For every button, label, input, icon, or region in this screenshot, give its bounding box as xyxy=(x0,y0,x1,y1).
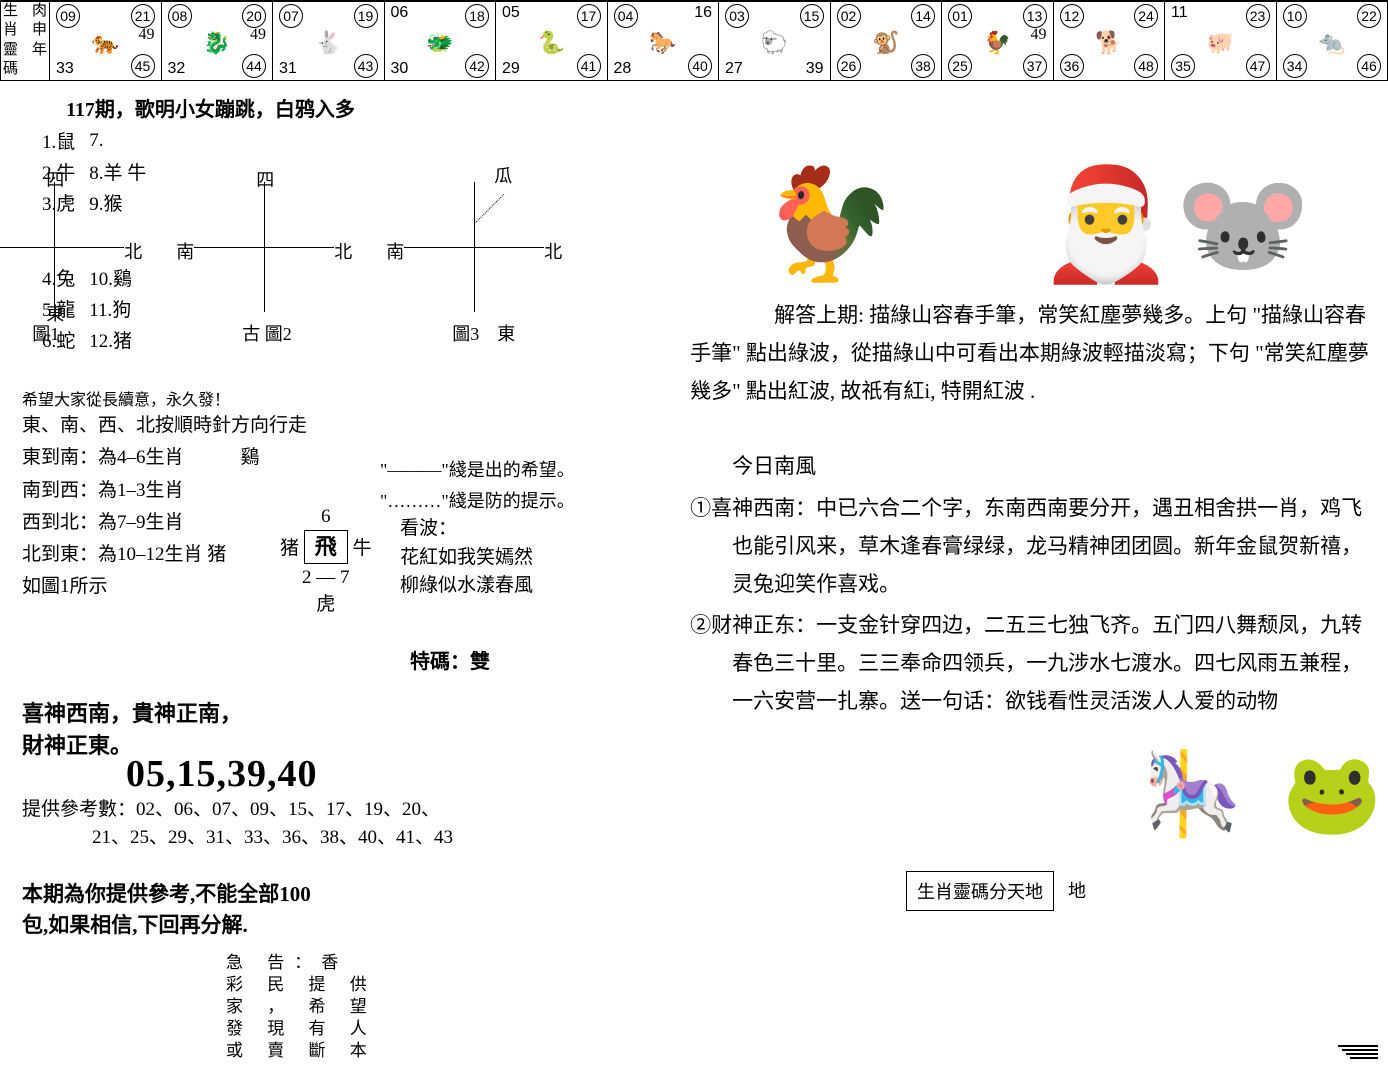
gods-directions: 喜神西南，貴神正南，財神正東。 xyxy=(22,696,678,760)
compass-2: 四 南 北 古 圖2 xyxy=(194,172,334,322)
today-item-1: ①喜神西南：中已六合二个字，东南西南要分开，遇丑相舍拱一肖，鸡飞也能引风来，草木… xyxy=(690,490,1382,603)
zodiac-card: 011349🐓2537 xyxy=(941,1,1054,81)
dragon-icon: 🐉 xyxy=(203,30,230,56)
featured-numbers: 05,15,39,40 xyxy=(126,752,678,796)
reference-numbers: 提供參考數：02、06、07、09、15、17、19、20、 21、25、29、… xyxy=(22,796,678,853)
right-column: 🐓 🎅🐭 解答上期: 描綠山容春手筆，常笑紅塵夢幾多。上句 "描綠山容春手筆" … xyxy=(684,85,1388,1066)
footer-box-label: 生肖靈碼分天地 xyxy=(906,871,1054,911)
horse-icon: 🐎 xyxy=(649,30,676,56)
horse-cartoon-icon: 🎠 xyxy=(1143,747,1243,841)
santa-mouse-illustration-icon: 🎅🐭 xyxy=(1038,160,1312,289)
snake-icon: 🐍 xyxy=(538,30,565,56)
today-heading: 今日南風 xyxy=(690,448,1382,486)
corner-stripes-icon xyxy=(1338,1042,1378,1062)
rooster-illustration-icon: 🐓 xyxy=(760,160,897,289)
zodiac-card: 0214🐒2638 xyxy=(830,1,943,81)
dragon2-icon: 🐲 xyxy=(426,30,453,56)
strip-year-label: 生肉 肖申 靈年 碼 xyxy=(0,1,50,81)
illustration-row-bottom: 🎠 🐸 xyxy=(690,701,1382,841)
sheep-icon: 🐑 xyxy=(761,30,788,56)
right-text-block: 解答上期: 描綠山容春手筆，常笑紅塵夢幾多。上句 "描綠山容春手筆" 點出綠波，… xyxy=(690,297,1382,721)
illustration-row-top: 🐓 🎅🐭 xyxy=(690,89,1382,289)
zodiac-card: 082049🐉3244 xyxy=(161,1,274,81)
zodiac-card: 1022🐀3446 xyxy=(1276,1,1388,81)
rabbit-icon: 🐇 xyxy=(315,30,342,56)
frog-cartoon-icon: 🐸 xyxy=(1282,747,1382,841)
zodiac-card: 1123🐖3547 xyxy=(1164,1,1277,81)
tiger-icon: 🐅 xyxy=(92,30,119,56)
zodiac-card: 0416🐎2840 xyxy=(607,1,720,81)
compass-1: 四 東 南 北 圖1 xyxy=(0,172,124,322)
dog-icon: 🐕 xyxy=(1095,30,1122,56)
zodiac-card: 0618🐲3042 xyxy=(384,1,497,81)
hope-line: 希望大家從長續意，永久發！ xyxy=(22,386,678,410)
previous-answer: 解答上期: 描綠山容春手筆，常笑紅塵夢幾多。上句 "描綠山容春手筆" 點出綠波，… xyxy=(690,297,1382,410)
rat-icon: 🐀 xyxy=(1318,30,1345,56)
issue-title: 117期，歌明小女蹦跳，白鸦入多 xyxy=(66,93,678,122)
footer-title-box: 生肖靈碼分天地 地 xyxy=(906,871,1166,911)
notice-block: 急 告：香彩 民 提 供家 ， 希 望發 現 有 人或 賣 斷 本 xyxy=(226,952,678,1062)
left-column: 117期，歌明小女蹦跳，白鸦入多 1.鼠7. 2.牛8.羊 牛 3.虎9.猴 4… xyxy=(0,85,684,1066)
rooster-icon: 🐓 xyxy=(984,30,1011,56)
special-code: 特碼：雙 xyxy=(410,645,490,674)
compass-3: 瓜 南 北 圖3 東 xyxy=(404,172,544,322)
zodiac-card: 0517🐍2941 xyxy=(495,1,608,81)
disclaimer: 本期為你提供參考,不能全部100包,如果相信,下回再分解. xyxy=(22,879,678,942)
footer-box-value: 地 xyxy=(1054,871,1100,911)
zodiac-card: 0315🐑2739 xyxy=(718,1,831,81)
zodiac-top-strip: 生肉 肖申 靈年 碼 092149🐅3345 082049🐉3244 0719🐇… xyxy=(0,0,1388,81)
line-legend: "———"綫是出的希望。"………"綫是防的提示。 xyxy=(380,455,575,516)
wave-poem: 看波： 花紅如我笑嫣然 柳綠似水漾春風 xyxy=(400,515,533,601)
compass-diagrams: 四 東 南 北 圖1 四 南 北 古 圖2 瓜 南 北 xyxy=(0,144,544,350)
pig-icon: 🐖 xyxy=(1207,30,1234,56)
zodiac-card: 1224🐕3648 xyxy=(1053,1,1166,81)
zodiac-card: 0719🐇3143 xyxy=(272,1,385,81)
monkey-icon: 🐒 xyxy=(872,30,899,56)
zodiac-card: 092149🐅3345 xyxy=(49,1,162,81)
fly-diagram: 6 猪 飛 牛 2 — 7 虎 xyxy=(280,505,372,618)
